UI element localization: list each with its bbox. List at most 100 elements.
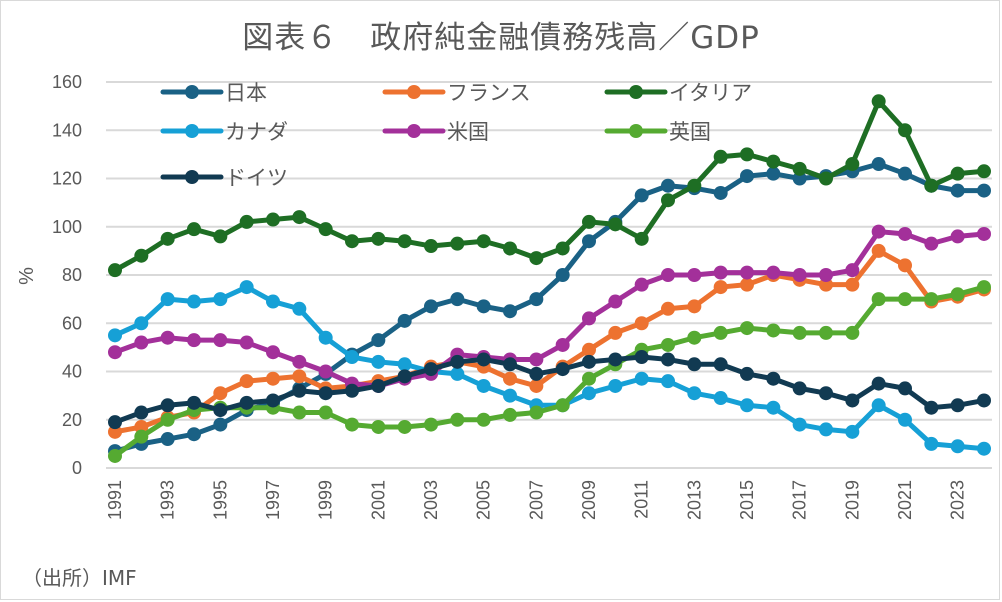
data-point — [266, 294, 280, 309]
source-note: （出所）IMF — [22, 566, 137, 590]
data-point — [634, 371, 649, 386]
chart-title: 図表６ 政府純金融債務残高／GDP — [242, 20, 760, 56]
series-line — [113, 284, 985, 458]
data-point — [661, 178, 675, 193]
y-tick-label: 100 — [52, 217, 82, 237]
data-point — [871, 292, 886, 307]
data-point — [292, 210, 307, 225]
data-point — [687, 268, 702, 282]
data-point — [424, 299, 438, 314]
data-point — [792, 171, 807, 186]
data-point — [345, 234, 359, 249]
data-point — [529, 378, 544, 393]
data-point — [213, 292, 228, 307]
data-point — [740, 321, 754, 336]
data-point — [687, 178, 702, 193]
data-point — [213, 229, 228, 244]
data-point — [713, 149, 728, 164]
data-point — [450, 354, 465, 369]
x-tick-label: 2017 — [790, 480, 810, 520]
data-point — [134, 405, 149, 420]
data-point — [582, 354, 596, 369]
x-tick-label: 2003 — [421, 480, 441, 520]
data-point — [687, 330, 702, 345]
data-point — [977, 183, 991, 198]
data-point — [871, 157, 886, 172]
x-tick-label: 1991 — [105, 480, 125, 520]
data-point — [134, 335, 149, 350]
data-point — [661, 193, 675, 208]
data-point — [318, 386, 333, 401]
data-point — [898, 166, 912, 181]
data-point — [608, 352, 623, 367]
data-point — [476, 378, 491, 393]
data-point — [476, 299, 491, 314]
data-point — [450, 366, 465, 381]
y-tick-label: 160 — [52, 72, 82, 92]
data-point — [582, 371, 596, 386]
data-point — [371, 354, 386, 369]
legend-item: ドイツ — [160, 166, 288, 190]
data-point — [977, 441, 991, 456]
data-point — [529, 366, 544, 381]
data-point — [950, 287, 965, 302]
data-point — [213, 417, 228, 432]
data-point — [819, 422, 833, 437]
data-point — [713, 357, 728, 372]
data-point — [397, 369, 412, 384]
x-axis: 1991 1993 1995 1997 1999 2001 2003 2005 2007 2009… — [105, 480, 968, 520]
data-point — [239, 214, 254, 229]
data-point — [582, 234, 596, 249]
legend-label: イタリア — [669, 81, 752, 105]
series-ドイツ — [108, 350, 991, 430]
x-tick-label: 2001 — [368, 480, 388, 520]
legend-marker — [407, 85, 421, 99]
data-point — [608, 217, 623, 232]
data-point — [608, 378, 623, 393]
data-point — [740, 277, 754, 292]
data-point — [213, 403, 228, 418]
data-point — [108, 415, 122, 430]
data-point — [950, 439, 965, 454]
data-point — [661, 374, 675, 389]
data-point — [950, 183, 965, 198]
data-point — [476, 234, 491, 249]
data-point — [661, 337, 675, 352]
data-point — [871, 94, 886, 109]
data-point — [555, 362, 570, 377]
data-point — [529, 405, 544, 420]
data-point — [845, 393, 860, 408]
data-point — [450, 292, 465, 307]
legend-marker — [185, 85, 199, 99]
legend-marker — [629, 124, 643, 138]
data-point — [371, 333, 386, 348]
data-point — [529, 352, 544, 367]
legend-marker — [407, 124, 421, 138]
legend-item: フランス — [382, 81, 531, 105]
data-point — [371, 231, 386, 246]
data-point — [871, 376, 886, 391]
data-point — [845, 263, 860, 278]
data-point — [792, 417, 807, 432]
data-point — [160, 330, 175, 345]
data-point — [187, 294, 201, 309]
data-point — [503, 357, 517, 372]
legend-item: カナダ — [160, 120, 288, 144]
data-point — [239, 374, 254, 389]
data-point — [687, 299, 702, 314]
data-point — [134, 316, 149, 331]
x-tick-label: 1995 — [210, 480, 230, 520]
data-point — [266, 393, 280, 408]
data-point — [661, 352, 675, 367]
data-point — [924, 236, 939, 251]
x-tick-label: 2015 — [737, 480, 757, 520]
series-line — [114, 229, 985, 389]
data-point — [476, 352, 491, 367]
data-point — [634, 188, 649, 203]
data-point — [187, 427, 201, 442]
data-point — [160, 231, 175, 246]
x-tick-label: 2011 — [632, 480, 652, 519]
data-point — [582, 311, 596, 326]
data-point — [555, 398, 570, 413]
